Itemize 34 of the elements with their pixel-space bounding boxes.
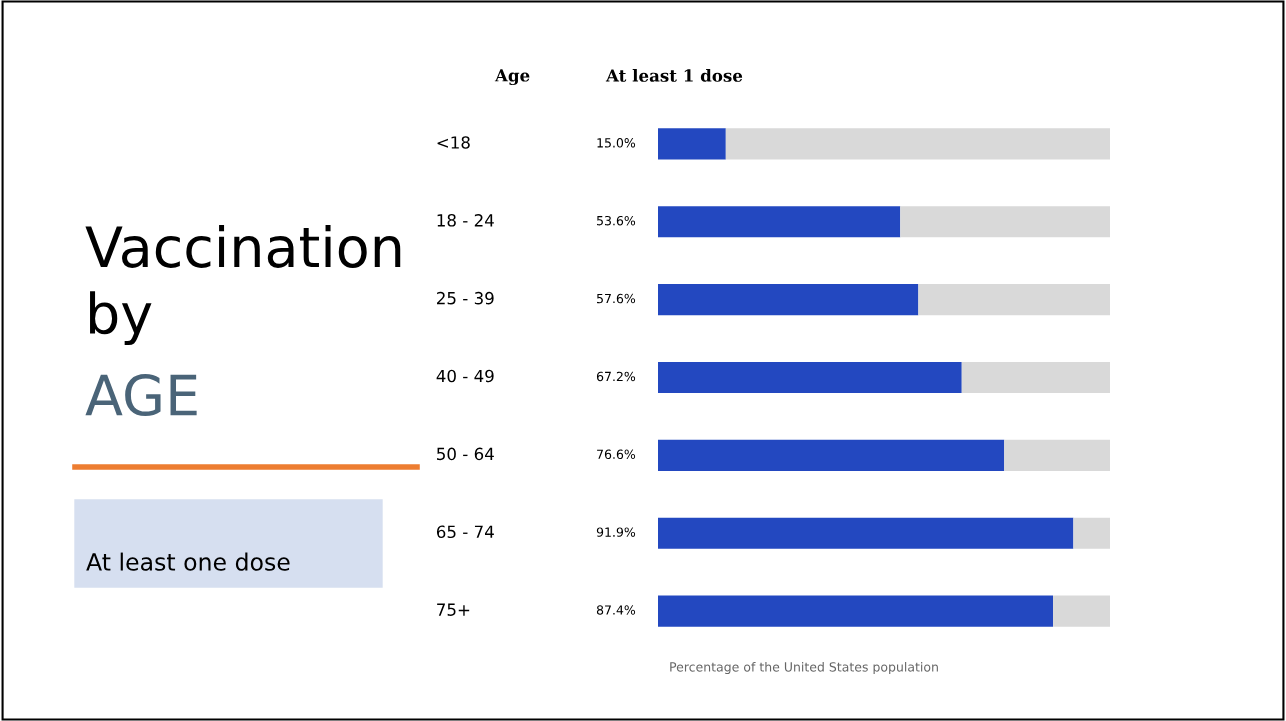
y-tick-label: 40 - 49: [436, 369, 494, 383]
data-label: 67.2%: [596, 371, 636, 382]
bar: [658, 284, 919, 316]
bar: [658, 128, 726, 160]
y-tick-label: 65 - 74: [436, 525, 494, 539]
bar: [900, 206, 1110, 238]
y-axis-title: Age: [494, 69, 530, 86]
text: Vaccination by: [85, 224, 401, 346]
y-tick-label: 18 - 24: [437, 214, 494, 227]
bar: [918, 284, 1110, 316]
data-label: 53.6%: [597, 215, 636, 226]
data-label: 57.6%: [597, 293, 636, 304]
x-axis-title: Percentage of the United States population: [670, 661, 938, 675]
y-tick-label: 50 - 64: [437, 447, 494, 461]
bar: [658, 439, 1005, 471]
text: At least one dose: [86, 552, 290, 571]
text: At least 1 dose: [605, 68, 743, 82]
data-label: 87.4%: [596, 605, 636, 615]
bar: [658, 206, 901, 238]
data-label: 15.0%: [597, 138, 636, 148]
bar: [658, 517, 1074, 549]
bar: [961, 361, 1110, 394]
bar: [1073, 517, 1110, 549]
bar: [725, 128, 1110, 160]
y-tick-label: <18: [437, 136, 470, 149]
data-label: 91.9%: [596, 527, 636, 537]
bar: [658, 595, 1054, 627]
text: AGE: [85, 374, 197, 417]
bar: [658, 361, 962, 394]
y-tick-label: 75+: [437, 603, 470, 616]
bar: [1053, 595, 1110, 627]
bar: [1004, 439, 1110, 471]
y-tick-label: 25 - 39: [437, 291, 494, 305]
data-label: 76.6%: [597, 449, 636, 459]
